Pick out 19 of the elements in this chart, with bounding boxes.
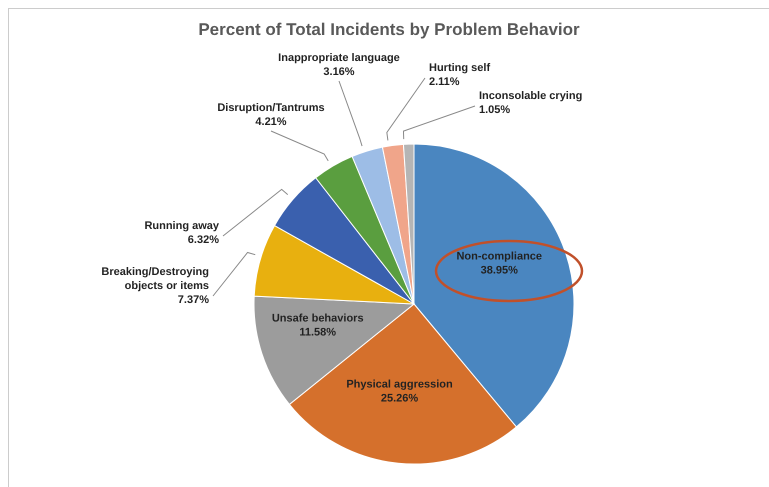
chart-title: Percent of Total Incidents by Problem Behavior — [198, 20, 580, 39]
slice-label: Disruption/Tantrums — [217, 102, 325, 114]
data-label: 2.11% — [429, 76, 460, 88]
slice-label: Running away — [144, 220, 220, 232]
slice-label: Unsafe behaviors — [272, 312, 364, 325]
slice-label: Inconsolable crying — [479, 90, 582, 102]
slice-label: Hurting self — [429, 62, 490, 74]
slice-label: Physical aggression — [346, 378, 453, 391]
slice-label: Non-compliance — [456, 250, 542, 262]
slice-label: Breaking/Destroying objects or items — [101, 266, 209, 292]
data-label: 1.05% — [479, 104, 510, 116]
data-label: 11.58% — [299, 326, 336, 339]
data-label: 38.95% — [480, 264, 518, 276]
data-label: 7.37% — [178, 294, 210, 306]
data-label: 4.21% — [255, 116, 287, 128]
data-label: 6.32% — [188, 234, 220, 246]
data-label: 3.16% — [323, 66, 355, 78]
slice-label: Inappropriate language — [278, 52, 400, 64]
data-label: 25.26% — [380, 392, 418, 405]
